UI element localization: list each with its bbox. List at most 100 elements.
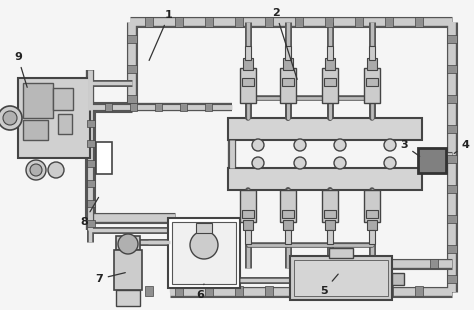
- Bar: [228, 118, 422, 140]
- Bar: [145, 17, 153, 27]
- Bar: [285, 230, 291, 244]
- Bar: [364, 190, 380, 222]
- Bar: [366, 210, 378, 218]
- Bar: [245, 46, 251, 60]
- Circle shape: [26, 160, 46, 180]
- Bar: [295, 286, 303, 296]
- Bar: [87, 160, 95, 167]
- Circle shape: [294, 157, 306, 169]
- Bar: [329, 248, 353, 258]
- Bar: [367, 220, 377, 230]
- Bar: [385, 286, 393, 296]
- Circle shape: [294, 139, 306, 151]
- Bar: [96, 142, 112, 174]
- Bar: [325, 220, 335, 230]
- Bar: [205, 103, 212, 111]
- Text: 5: 5: [320, 274, 338, 296]
- Bar: [367, 58, 377, 70]
- Bar: [447, 275, 457, 283]
- Bar: [243, 58, 253, 70]
- Bar: [295, 17, 303, 27]
- Bar: [324, 78, 336, 86]
- Text: 4: 4: [454, 140, 470, 153]
- Circle shape: [384, 157, 396, 169]
- Bar: [355, 17, 363, 27]
- Bar: [285, 46, 291, 60]
- Bar: [87, 120, 95, 127]
- Bar: [447, 215, 457, 223]
- Circle shape: [118, 234, 138, 254]
- Bar: [415, 17, 423, 27]
- Bar: [447, 185, 457, 193]
- Bar: [242, 210, 254, 218]
- Bar: [175, 286, 183, 296]
- Bar: [290, 256, 392, 300]
- Bar: [327, 46, 333, 60]
- Bar: [23, 120, 48, 140]
- Bar: [280, 190, 296, 222]
- Bar: [415, 286, 423, 296]
- Circle shape: [30, 164, 42, 176]
- Bar: [447, 155, 457, 163]
- Bar: [240, 68, 256, 103]
- Circle shape: [384, 139, 396, 151]
- Bar: [447, 245, 457, 253]
- Bar: [447, 65, 457, 73]
- Bar: [392, 273, 404, 285]
- Bar: [127, 95, 137, 103]
- Bar: [235, 17, 243, 27]
- Bar: [294, 260, 388, 296]
- Bar: [327, 230, 333, 244]
- Bar: [58, 114, 72, 134]
- Bar: [18, 78, 90, 158]
- Bar: [168, 218, 240, 288]
- Bar: [145, 286, 153, 296]
- Bar: [87, 180, 95, 187]
- Text: 8: 8: [80, 197, 99, 227]
- Bar: [265, 17, 273, 27]
- Bar: [245, 230, 251, 244]
- Text: 6: 6: [196, 284, 204, 300]
- Circle shape: [3, 111, 17, 125]
- Bar: [282, 210, 294, 218]
- Bar: [325, 58, 335, 70]
- Bar: [130, 103, 137, 111]
- Circle shape: [252, 139, 264, 151]
- Bar: [364, 68, 380, 103]
- Bar: [175, 17, 183, 27]
- Bar: [325, 17, 333, 27]
- Bar: [205, 17, 213, 27]
- Bar: [322, 190, 338, 222]
- Circle shape: [190, 231, 218, 259]
- Bar: [447, 95, 457, 103]
- Bar: [240, 190, 256, 222]
- Bar: [447, 35, 457, 43]
- Bar: [283, 58, 293, 70]
- Bar: [324, 210, 336, 218]
- Text: 1: 1: [149, 10, 173, 60]
- Bar: [23, 83, 53, 118]
- Bar: [127, 35, 137, 43]
- Bar: [366, 78, 378, 86]
- Bar: [172, 222, 236, 284]
- Bar: [369, 46, 375, 60]
- Bar: [155, 103, 162, 111]
- Bar: [280, 68, 296, 103]
- Text: 2: 2: [272, 8, 297, 79]
- Bar: [87, 220, 95, 227]
- Bar: [196, 223, 212, 233]
- Bar: [228, 168, 422, 190]
- Bar: [283, 220, 293, 230]
- Bar: [385, 17, 393, 27]
- Circle shape: [252, 157, 264, 169]
- Bar: [447, 125, 457, 133]
- Bar: [322, 68, 338, 103]
- Bar: [180, 103, 187, 111]
- Bar: [355, 286, 363, 296]
- Bar: [430, 259, 438, 268]
- Text: 7: 7: [95, 273, 125, 284]
- Bar: [325, 286, 333, 296]
- Circle shape: [334, 139, 346, 151]
- Bar: [127, 65, 137, 73]
- Bar: [87, 140, 95, 147]
